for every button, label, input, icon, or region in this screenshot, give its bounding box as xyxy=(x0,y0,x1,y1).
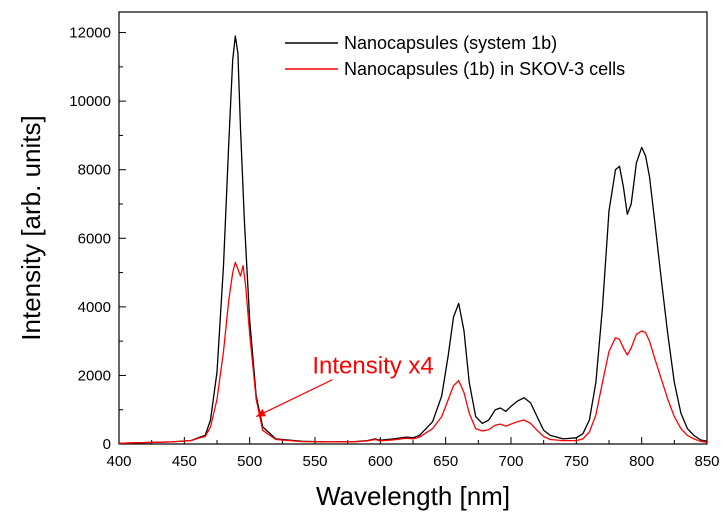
y-tick-label: 4000 xyxy=(78,299,111,316)
axis-ticks: 400 450 500 550 600 650 700 750 800 850 0 2000 4000 6… xyxy=(69,25,719,470)
x-tick-label: 800 xyxy=(629,453,654,470)
legend-label-1: Nanocapsules (system 1b) xyxy=(344,33,557,53)
y-tick-label: 6000 xyxy=(78,230,111,247)
annotation-label: Intensity x4 xyxy=(312,353,433,380)
legend: Nanocapsules (system 1b) Nanocapsules (1b… xyxy=(285,33,625,79)
y-tick-label: 0 xyxy=(103,436,111,453)
x-tick-label: 500 xyxy=(237,453,262,470)
x-axis-title: Wavelength [nm] xyxy=(316,481,510,511)
y-tick-label: 2000 xyxy=(78,367,111,384)
x-tick-label: 700 xyxy=(498,453,523,470)
series-line-2 xyxy=(118,261,708,444)
annotation-arrow xyxy=(255,379,333,418)
x-tick-label: 850 xyxy=(694,453,719,470)
x-tick-label: 550 xyxy=(302,453,327,470)
y-tick-label: 10000 xyxy=(69,93,111,110)
x-tick-label: 750 xyxy=(564,453,589,470)
y-axis-title: Intensity [arb. units] xyxy=(16,115,46,340)
x-tick-label: 600 xyxy=(368,453,393,470)
x-tick-label: 650 xyxy=(433,453,458,470)
x-tick-label: 400 xyxy=(106,453,131,470)
series-layer xyxy=(118,35,708,444)
y-tick-label: 12000 xyxy=(69,25,111,42)
annotation-arrowhead xyxy=(256,409,267,417)
legend-label-2: Nanocapsules (1b) in SKOV-3 cells xyxy=(344,59,625,79)
series-line-1 xyxy=(118,35,708,444)
x-tick-label: 450 xyxy=(172,453,197,470)
annotation-layer: Intensity x4 xyxy=(255,353,434,418)
y-tick-label: 8000 xyxy=(78,162,111,179)
